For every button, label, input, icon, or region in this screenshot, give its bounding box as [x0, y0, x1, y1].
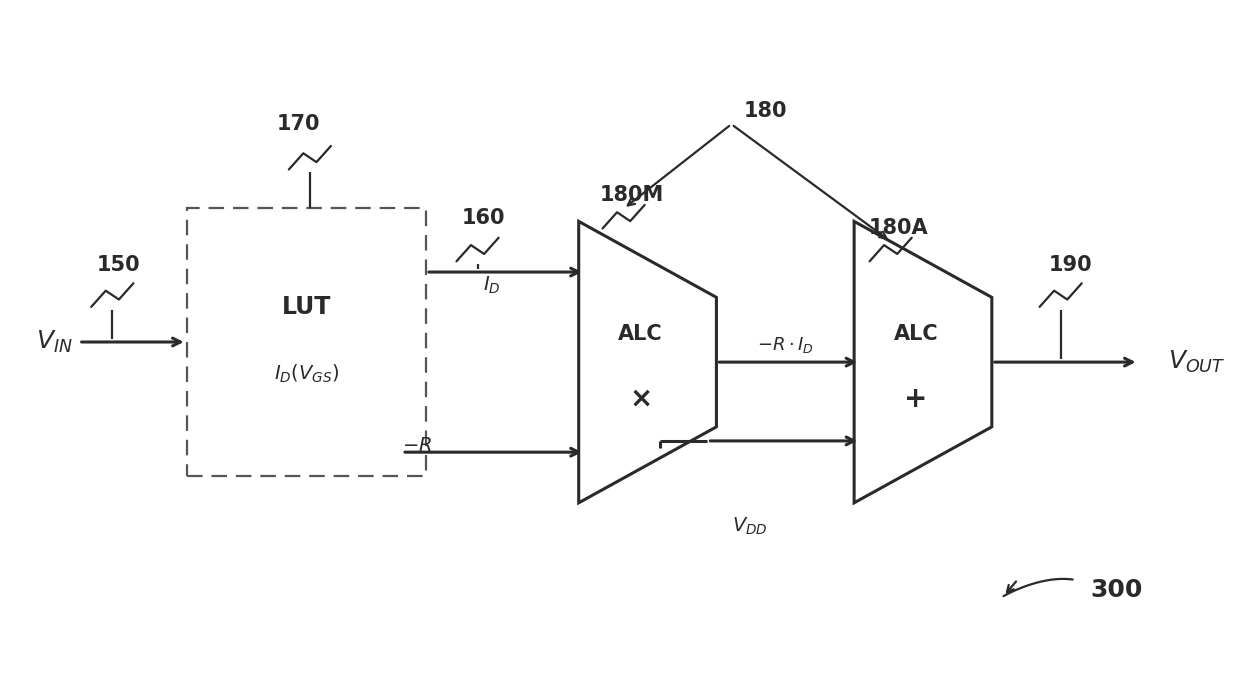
Text: 190: 190 [1049, 255, 1092, 275]
Text: ×: × [629, 384, 652, 412]
Text: LUT: LUT [281, 295, 331, 319]
Text: $-R$: $-R$ [402, 436, 432, 456]
Text: ALC: ALC [619, 324, 663, 344]
Text: 300: 300 [1091, 578, 1143, 602]
Text: $V_{IN}$: $V_{IN}$ [36, 329, 73, 355]
Text: 180: 180 [743, 101, 787, 121]
Bar [186, 208, 427, 476]
Text: +: + [904, 384, 928, 412]
Text: 180A: 180A [869, 218, 929, 238]
Text: $I_D$: $I_D$ [484, 274, 501, 295]
Text: $V_{DD}$: $V_{DD}$ [732, 516, 768, 537]
Text: $V_{OUT}$: $V_{OUT}$ [1168, 349, 1226, 376]
Text: 150: 150 [97, 255, 140, 275]
Text: $I_D(V_{GS})$: $I_D(V_{GS})$ [274, 363, 339, 385]
Text: $-R \cdot I_D$: $-R \cdot I_D$ [756, 335, 813, 356]
Text: 160: 160 [463, 208, 506, 228]
Text: ALC: ALC [894, 324, 939, 344]
Text: 170: 170 [277, 114, 320, 134]
Text: 180M: 180M [600, 185, 663, 205]
